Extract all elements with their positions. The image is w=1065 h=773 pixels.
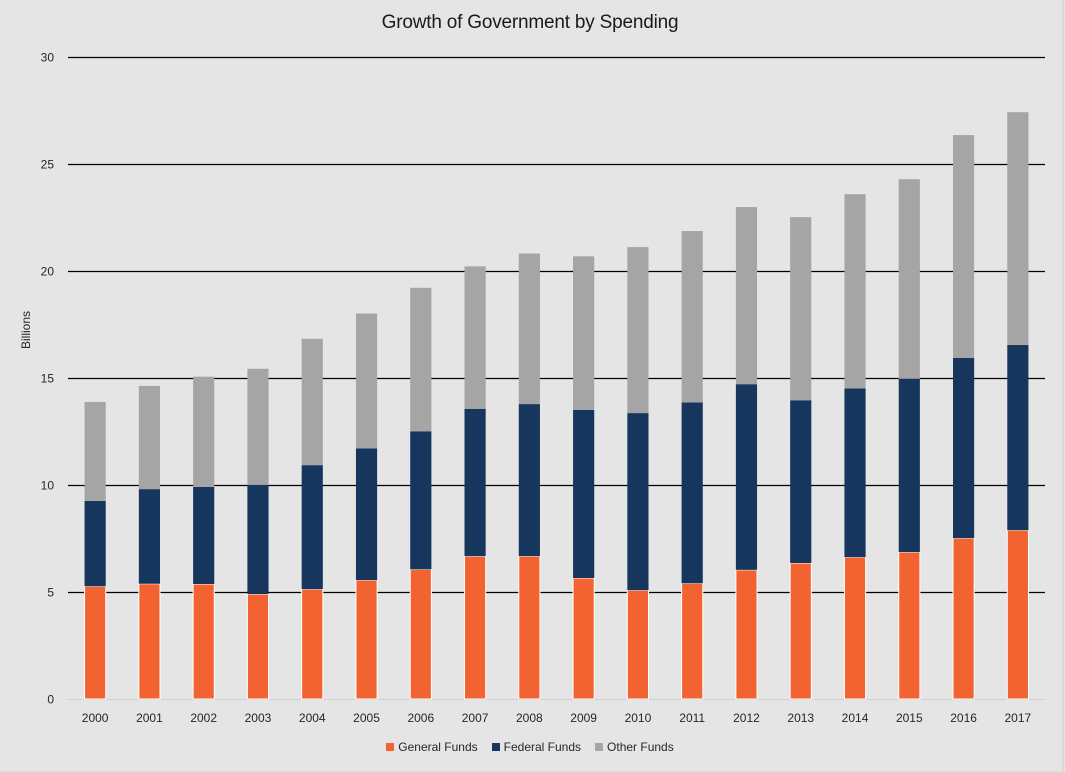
x-tick-label: 2003: [245, 711, 272, 725]
x-tick-label: 2013: [787, 711, 814, 725]
bar-general-funds: [409, 568, 432, 700]
x-tick-label: 2001: [136, 711, 163, 725]
x-tick-label: 2004: [299, 711, 326, 725]
x-tick-label: 2012: [733, 711, 760, 725]
bar-other-funds: [573, 256, 595, 410]
x-tick-label: 2011: [679, 711, 705, 725]
bar-other-funds: [464, 266, 486, 409]
bar-other-funds: [84, 401, 106, 501]
bar-other-funds: [898, 179, 920, 379]
bar-other-funds: [952, 135, 975, 358]
bar-other-funds: [410, 287, 432, 432]
bar-other-funds: [138, 385, 161, 490]
bar-federal-funds: [735, 384, 758, 570]
x-tick-label: 2014: [842, 711, 869, 725]
bar-federal-funds: [1007, 344, 1029, 531]
bar-general-funds: [246, 593, 270, 700]
y-tick-label: 0: [47, 693, 54, 707]
bar-general-funds: [138, 583, 161, 700]
bar-federal-funds: [301, 465, 323, 590]
x-tick-label: 2016: [950, 711, 977, 725]
bar-federal-funds: [898, 378, 920, 553]
legend-swatch: [595, 743, 604, 751]
x-tick-label: 2010: [625, 711, 652, 725]
bar-federal-funds: [681, 402, 703, 584]
bar-federal-funds: [138, 489, 161, 584]
bar-general-funds: [1006, 529, 1029, 700]
bar-general-funds: [84, 585, 107, 700]
x-tick-label: 2002: [190, 711, 217, 725]
bar-general-funds: [301, 588, 324, 700]
bar-other-funds: [301, 338, 323, 466]
bar-other-funds: [1007, 112, 1029, 345]
x-tick-label: 2005: [353, 711, 380, 725]
x-tick-label: 2008: [516, 711, 543, 725]
bar-federal-funds: [464, 408, 486, 557]
legend: General Funds Federal Funds Other Funds: [0, 740, 1060, 754]
bar-general-funds: [463, 555, 487, 700]
x-tick-label: 2017: [1005, 711, 1032, 725]
bar-other-funds: [844, 194, 866, 389]
bar-general-funds: [681, 582, 704, 700]
y-axis-ticks: 0 5 10 15 20 25 30: [41, 51, 55, 707]
bar-general-funds: [789, 562, 812, 700]
bar-general-funds: [355, 579, 378, 700]
y-tick-label: 25: [41, 158, 55, 172]
y-axis-label: Billions: [19, 311, 33, 350]
x-axis-ticks: 2000 2001 2002 2003 2004 2005 2006 2007 2008 2009…: [82, 711, 1032, 725]
bar-federal-funds: [844, 388, 866, 558]
bar-other-funds: [681, 231, 703, 403]
legend-item-other-funds: Other Funds: [595, 740, 674, 754]
y-tick-label: 10: [41, 479, 55, 493]
legend-label: Federal Funds: [503, 740, 582, 754]
bar-general-funds: [898, 551, 921, 700]
legend-label: Other Funds: [607, 740, 674, 754]
bar-other-funds: [355, 313, 378, 449]
bar-federal-funds: [410, 431, 432, 570]
bar-other-funds: [518, 253, 540, 405]
gridlines: [68, 56, 1045, 700]
bar-federal-funds: [790, 400, 812, 564]
y-tick-label: 15: [41, 372, 55, 386]
bar-other-funds: [193, 376, 215, 487]
legend-swatch: [386, 743, 395, 751]
bar-general-funds: [735, 569, 758, 700]
bar-federal-funds: [193, 486, 215, 584]
x-tick-label: 2007: [462, 711, 489, 725]
x-tick-label: 2006: [407, 711, 434, 725]
bar-federal-funds: [573, 409, 595, 578]
bar-general-funds: [952, 537, 975, 700]
bars: [84, 112, 1029, 700]
y-tick-label: 20: [41, 265, 55, 279]
bar-general-funds: [843, 556, 867, 700]
bar-other-funds: [735, 207, 758, 385]
bar-other-funds: [627, 247, 649, 414]
legend-item-general-funds: General Funds: [386, 740, 478, 754]
bar-general-funds: [572, 577, 595, 700]
bar-federal-funds: [84, 500, 106, 587]
bar-federal-funds: [627, 413, 649, 591]
chart-title: Growth of Government by Spending: [381, 12, 679, 33]
bar-other-funds: [247, 368, 269, 485]
x-tick-label: 2000: [82, 711, 109, 725]
bar-general-funds: [192, 583, 215, 700]
bar-other-funds: [790, 217, 812, 401]
legend-item-federal-funds: Federal Funds: [491, 740, 582, 754]
bar-federal-funds: [247, 484, 269, 595]
legend-swatch: [491, 743, 500, 751]
bar-federal-funds: [518, 404, 540, 557]
y-tick-label: 30: [41, 51, 55, 65]
bar-general-funds: [518, 555, 541, 700]
x-tick-label: 2015: [896, 711, 923, 725]
x-tick-label: 2009: [570, 711, 597, 725]
bar-federal-funds: [355, 448, 378, 581]
bar-federal-funds: [952, 357, 975, 539]
y-tick-label: 5: [47, 586, 54, 600]
bar-general-funds: [626, 589, 650, 700]
legend-label: General Funds: [398, 740, 478, 754]
